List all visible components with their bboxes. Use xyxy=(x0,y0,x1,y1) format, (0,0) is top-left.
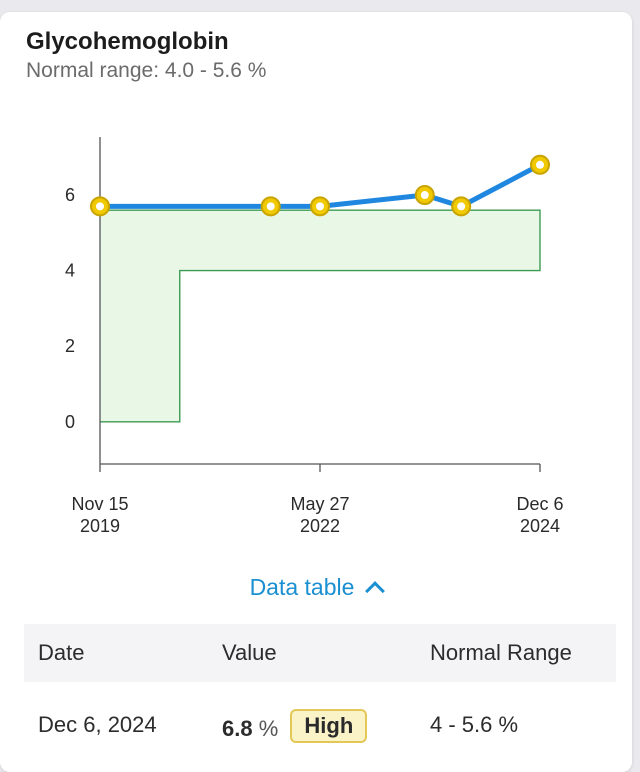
normal-range-band-fill xyxy=(100,210,540,422)
series-line xyxy=(97,162,543,209)
data-table-toggle-label: Data table xyxy=(249,574,355,600)
data-point-center xyxy=(420,191,429,200)
header-value: Value xyxy=(222,640,277,665)
data-point-center xyxy=(316,202,324,211)
y-tick-label: 2 xyxy=(65,336,75,356)
data-point-center xyxy=(536,160,544,169)
x-tick-label: Dec 6 xyxy=(516,494,563,514)
x-tick-label-year: 2022 xyxy=(300,516,340,536)
chevron-up-icon xyxy=(365,581,386,601)
data-point-center xyxy=(457,202,466,211)
high-flag-badge: High xyxy=(290,709,368,743)
card-title: Glycohemoglobin xyxy=(26,28,229,55)
data-point-center xyxy=(266,202,275,211)
x-tick-label-year: 2024 xyxy=(520,516,560,536)
x-tick-label: Nov 15 xyxy=(71,494,128,514)
y-tick-label: 4 xyxy=(65,261,75,281)
y-tick-label: 6 xyxy=(65,185,75,205)
normal-range-subtitle: Normal range: 4.0 - 5.6 % xyxy=(26,59,267,82)
x-tick-label: May 27 xyxy=(290,494,349,514)
x-tick-label-year: 2019 xyxy=(80,516,120,536)
row-date: Dec 6, 2024 xyxy=(38,712,157,737)
row-value: 6.8 xyxy=(222,716,253,741)
y-tick-label: 0 xyxy=(65,412,75,432)
glycohemoglobin-card: Glycohemoglobin Normal range: 4.0 - 5.6 … xyxy=(0,12,632,772)
row-unit: % xyxy=(258,716,279,741)
header-normal-range: Normal Range xyxy=(430,640,572,665)
data-table-toggle[interactable]: Data table xyxy=(0,574,632,601)
table-header: Date Value Normal Range xyxy=(24,624,616,682)
header-date: Date xyxy=(38,640,85,665)
table-row: Dec 6, 2024 6.8 % High 4 - 5.6 % xyxy=(24,682,616,752)
row-value-cell: 6.8 % High xyxy=(222,709,368,746)
data-table: Date Value Normal Range Dec 6, 2024 6.8 … xyxy=(24,624,616,752)
row-normal-range: 4 - 5.6 % xyxy=(430,712,519,737)
data-point-center xyxy=(96,202,104,211)
